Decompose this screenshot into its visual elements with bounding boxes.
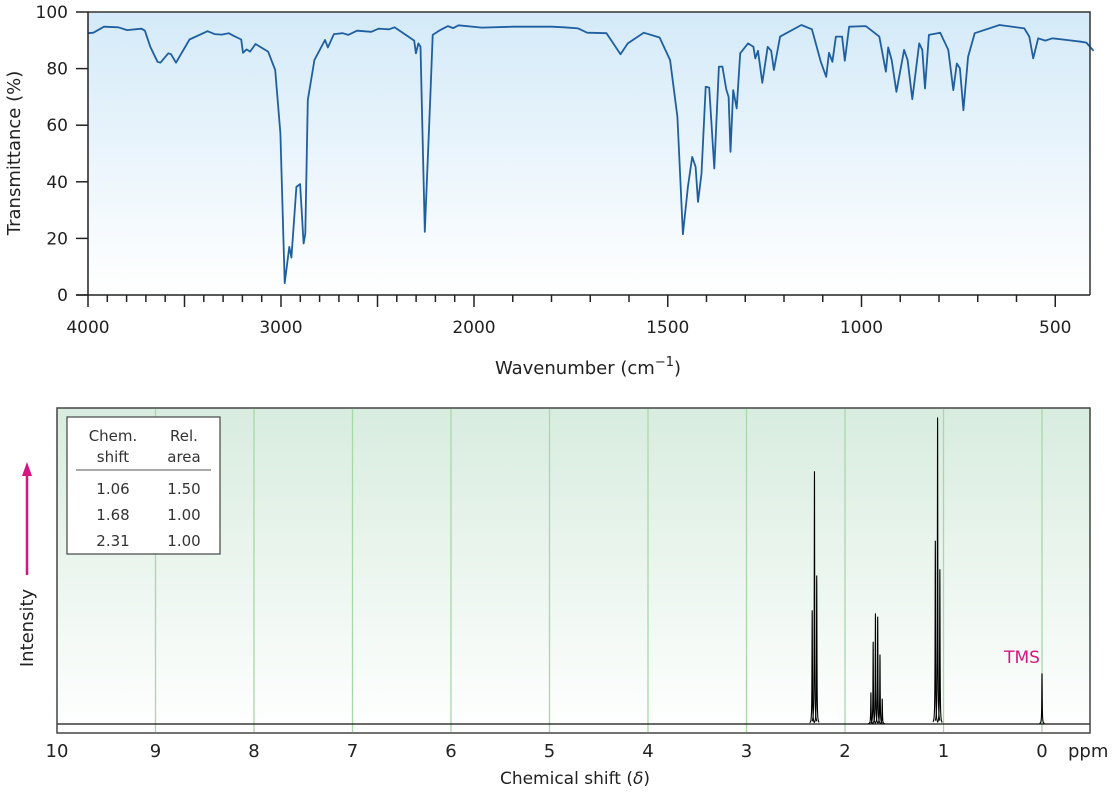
ir-x-tick-label: 2000 [452,318,495,338]
nmr-peak-line [813,575,820,723]
nmr-x-tick-label: 5 [544,741,555,762]
nmr-multiplet [932,417,943,723]
ir-transmittance-line [87,24,1095,284]
ir-y-tick-label: 20 [46,229,68,249]
table-header-shift-1: Chem. [89,427,138,445]
table-cell: 2.31 [96,532,129,550]
ir-x-tick-label: 4000 [66,318,109,338]
nmr-peaks [809,417,1045,725]
nmr-x-tick-label: 4 [642,741,653,762]
table-cell: 1.50 [167,480,200,498]
ir-y-tick-label: 0 [57,286,68,306]
nmr-x-axis-label: Chemical shift (δ) [500,769,650,789]
ir-x-tick-label: 500 [1039,318,1071,338]
nmr-peak-line [1039,673,1045,724]
table-cell: 1.06 [96,480,129,498]
ir-plot-frame [88,11,1091,295]
table-header-area-2: area [167,448,200,466]
nmr-x-tick-label: 9 [150,741,161,762]
table-header-shift-2: shift [97,448,130,466]
ir-x-tick-label: 1500 [646,318,689,338]
nmr-x-tick-label: 10 [46,741,69,762]
nmr-peak-line [879,698,885,725]
ir-x-tick-label: 1000 [840,318,883,338]
nmr-peak-line [872,613,879,724]
nmr-plot-area [57,408,1090,733]
nmr-x-tick-label: 1 [938,741,949,762]
ir-spectrum-chart: 4000 3000 2000 1500 1000 500 0 20 40 60 80 100 Tran… [4,3,1095,379]
nmr-multiplet [809,471,820,724]
nmr-x-tick-label: 7 [347,741,358,762]
nmr-peak-line [868,692,874,725]
nmr-spectrum-chart: 10 9 8 7 6 5 4 3 2 1 0 ppm Chemical shift (δ) Inte… [17,407,1108,789]
ir-y-tick-label: 100 [36,3,68,23]
nmr-x-unit: ppm [1068,741,1108,762]
nmr-peak-line [932,540,939,723]
table-cell: 1.00 [167,506,200,524]
ir-y-tick-label: 80 [46,60,68,80]
table-cell: 1.00 [167,532,200,550]
ir-y-tick-label: 60 [46,116,68,136]
ir-y-axis-label: Transmittance (%) [4,71,25,237]
table-cell: 1.68 [96,506,129,524]
ir-plot-area [88,12,1090,295]
nmr-axis-tick-labels: 10 9 8 7 6 5 4 3 2 1 0 [46,741,1048,762]
ir-y-tick-label: 40 [46,173,68,193]
nmr-peak-line [937,569,943,723]
ir-axis-ticks: 4000 3000 2000 1500 1000 500 0 20 40 60 80 100 [36,3,1072,338]
nmr-x-tick-label: 2 [839,741,850,762]
nmr-peak-line [870,641,876,724]
nmr-y-axis-label: Intensity [17,588,38,667]
peak-table: Chem. shift Rel. area 1.06 1.50 1.68 1.0… [66,416,221,555]
peak-table-box [66,416,221,555]
nmr-x-tick-label: 6 [445,741,456,762]
ir-x-tick-label: 3000 [259,318,302,338]
nmr-plot-frame [56,407,1091,734]
ir-x-axis-label: Wavenumber (cm−1) [495,355,681,379]
nmr-x-tick-label: 0 [1036,741,1047,762]
nmr-peak-line [809,610,816,724]
nmr-x-tick-label: 3 [741,741,752,762]
nmr-x-tick-label: 8 [248,741,259,762]
nmr-multiplet [868,613,885,725]
intensity-arrow-icon [22,462,32,575]
table-header-area-1: Rel. [170,427,198,445]
nmr-multiplet [1039,673,1045,724]
tms-annotation: TMS [1003,648,1040,668]
